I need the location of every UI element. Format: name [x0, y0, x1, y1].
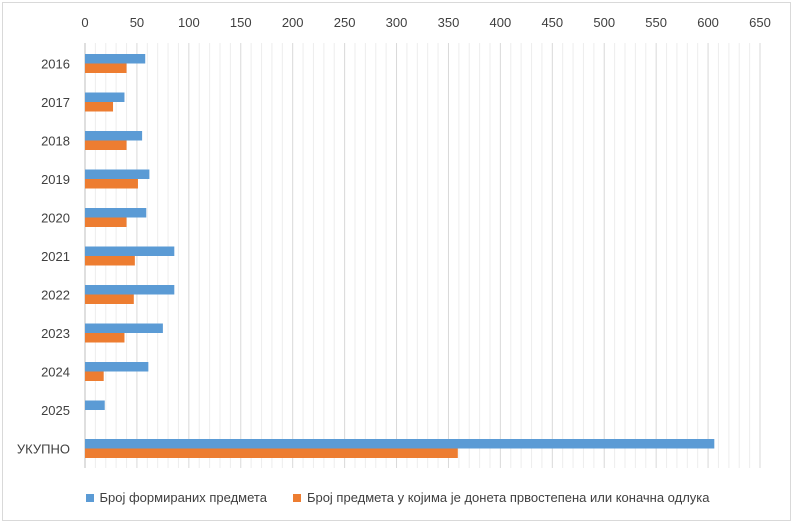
- x-tick-label-600: 600: [697, 15, 719, 30]
- bar-series-2-10: [85, 448, 458, 458]
- x-tick-label-400: 400: [490, 15, 512, 30]
- bar-series-1-8: [85, 362, 149, 372]
- bar-series-1-5: [85, 246, 175, 256]
- bar-series-1-4: [85, 208, 147, 218]
- bar-series-2-8: [85, 371, 104, 381]
- y-tick-label-3: 2019: [41, 172, 70, 187]
- chart-legend: Број формираних предмета Број предмета у…: [0, 490, 795, 505]
- x-tick-label-250: 250: [334, 15, 356, 30]
- y-tick-label-8: 2024: [41, 365, 70, 380]
- bar-series-1-0: [85, 54, 146, 64]
- y-tick-label-2: 2018: [41, 134, 70, 149]
- y-tick-label-5: 2021: [41, 249, 70, 264]
- bar-series-1-1: [85, 92, 125, 102]
- x-tick-label-350: 350: [438, 15, 460, 30]
- y-tick-label-10: УКУПНО: [17, 442, 70, 457]
- x-tick-label-200: 200: [282, 15, 304, 30]
- legend-label-series-2: Број предмета у којима је донета првосте…: [306, 490, 710, 505]
- legend-label-series-1: Број формираних предмета: [99, 490, 267, 505]
- bar-series-1-3: [85, 169, 150, 179]
- bar-series-2-7: [85, 333, 125, 343]
- x-tick-label-100: 100: [178, 15, 200, 30]
- bar-series-1-7: [85, 323, 163, 333]
- y-tick-label-7: 2023: [41, 326, 70, 341]
- legend-swatch-series-2: [292, 493, 301, 502]
- legend-item-series-1: Број формираних предмета: [85, 490, 267, 505]
- bar-series-2-4: [85, 217, 127, 227]
- x-tick-label-150: 150: [230, 15, 252, 30]
- y-tick-label-4: 2020: [41, 211, 70, 226]
- x-tick-label-650: 650: [749, 15, 771, 30]
- bar-series-2-3: [85, 179, 138, 189]
- bar-series-1-2: [85, 131, 143, 141]
- bar-series-2-5: [85, 256, 135, 266]
- legend-swatch-series-1: [85, 493, 94, 502]
- x-tick-label-500: 500: [593, 15, 615, 30]
- x-tick-label-50: 50: [130, 15, 144, 30]
- bar-series-1-6: [85, 285, 175, 295]
- y-tick-label-1: 2017: [41, 95, 70, 110]
- y-tick-label-9: 2025: [41, 403, 70, 418]
- x-tick-label-550: 550: [645, 15, 667, 30]
- y-tick-label-0: 2016: [41, 57, 70, 72]
- bar-series-1-9: [85, 400, 105, 410]
- bar-series-2-1: [85, 102, 114, 112]
- legend-item-series-2: Број предмета у којима је донета првосте…: [292, 490, 710, 505]
- bar-series-1-10: [85, 439, 715, 449]
- x-tick-label-300: 300: [386, 15, 408, 30]
- y-tick-label-6: 2022: [41, 288, 70, 303]
- bar-series-2-6: [85, 294, 134, 304]
- bar-series-2-0: [85, 63, 127, 73]
- x-tick-label-0: 0: [81, 15, 88, 30]
- x-tick-label-450: 450: [541, 15, 563, 30]
- bar-series-2-2: [85, 140, 127, 150]
